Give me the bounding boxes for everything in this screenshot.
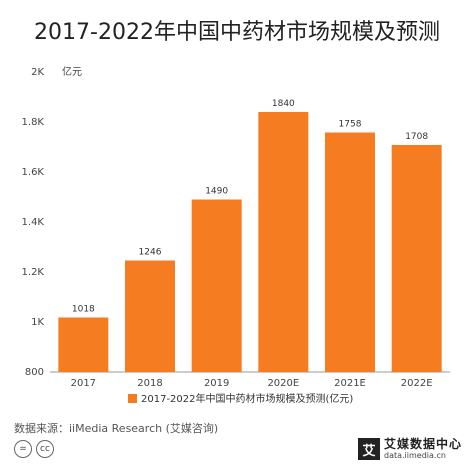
- x-tick-label: 2018: [137, 378, 162, 389]
- x-tick-label: 2022E: [401, 378, 433, 389]
- y-tick-label: 1K: [31, 317, 44, 328]
- x-tick-label: 2021E: [334, 378, 366, 389]
- bar: [391, 145, 442, 372]
- x-tick-label: 2019: [204, 378, 229, 389]
- x-tick-label: 2020E: [267, 378, 299, 389]
- data-label: 1246: [139, 248, 162, 258]
- brand-logo: 艾 艾媒数据中心 data.iimedia.cn: [357, 437, 462, 460]
- data-label: 1490: [205, 187, 228, 197]
- bar: [125, 260, 175, 372]
- brand-mark: 艾: [357, 438, 380, 460]
- data-source: 数据来源：iiMedia Research (艾媒咨询): [14, 422, 219, 435]
- data-label: 1758: [339, 120, 362, 130]
- brand-url: data.iimedia.cn: [383, 451, 446, 460]
- legend-label: 2017-2022年中国中药材市场规模及预测(亿元): [141, 392, 353, 405]
- bar: [325, 132, 375, 372]
- bar: [191, 199, 242, 372]
- bar: [258, 112, 309, 372]
- bar: [58, 317, 109, 372]
- y-axis-unit-label: 亿元: [62, 65, 82, 78]
- license-icons: = cc: [14, 440, 54, 458]
- chart-title: 2017-2022年中国中药材市场规模及预测: [34, 20, 440, 45]
- data-label: 1840: [272, 99, 295, 109]
- y-tick-label: 1.4K: [22, 217, 45, 228]
- y-tick-label: 1.6K: [22, 167, 45, 178]
- y-tick-label: 1.2K: [22, 267, 45, 278]
- legend-swatch: [128, 394, 137, 403]
- data-label: 1018: [72, 305, 95, 315]
- y-tick-label: 1.8K: [22, 117, 45, 128]
- equals-icon: =: [14, 440, 32, 458]
- brand-name: 艾媒数据中心: [383, 437, 462, 451]
- y-tick-label: 2K: [31, 67, 44, 78]
- y-tick-label: 800: [25, 367, 44, 378]
- data-label: 1708: [405, 132, 428, 142]
- creative-commons-icon: cc: [36, 440, 54, 458]
- x-tick-label: 2017: [71, 378, 96, 389]
